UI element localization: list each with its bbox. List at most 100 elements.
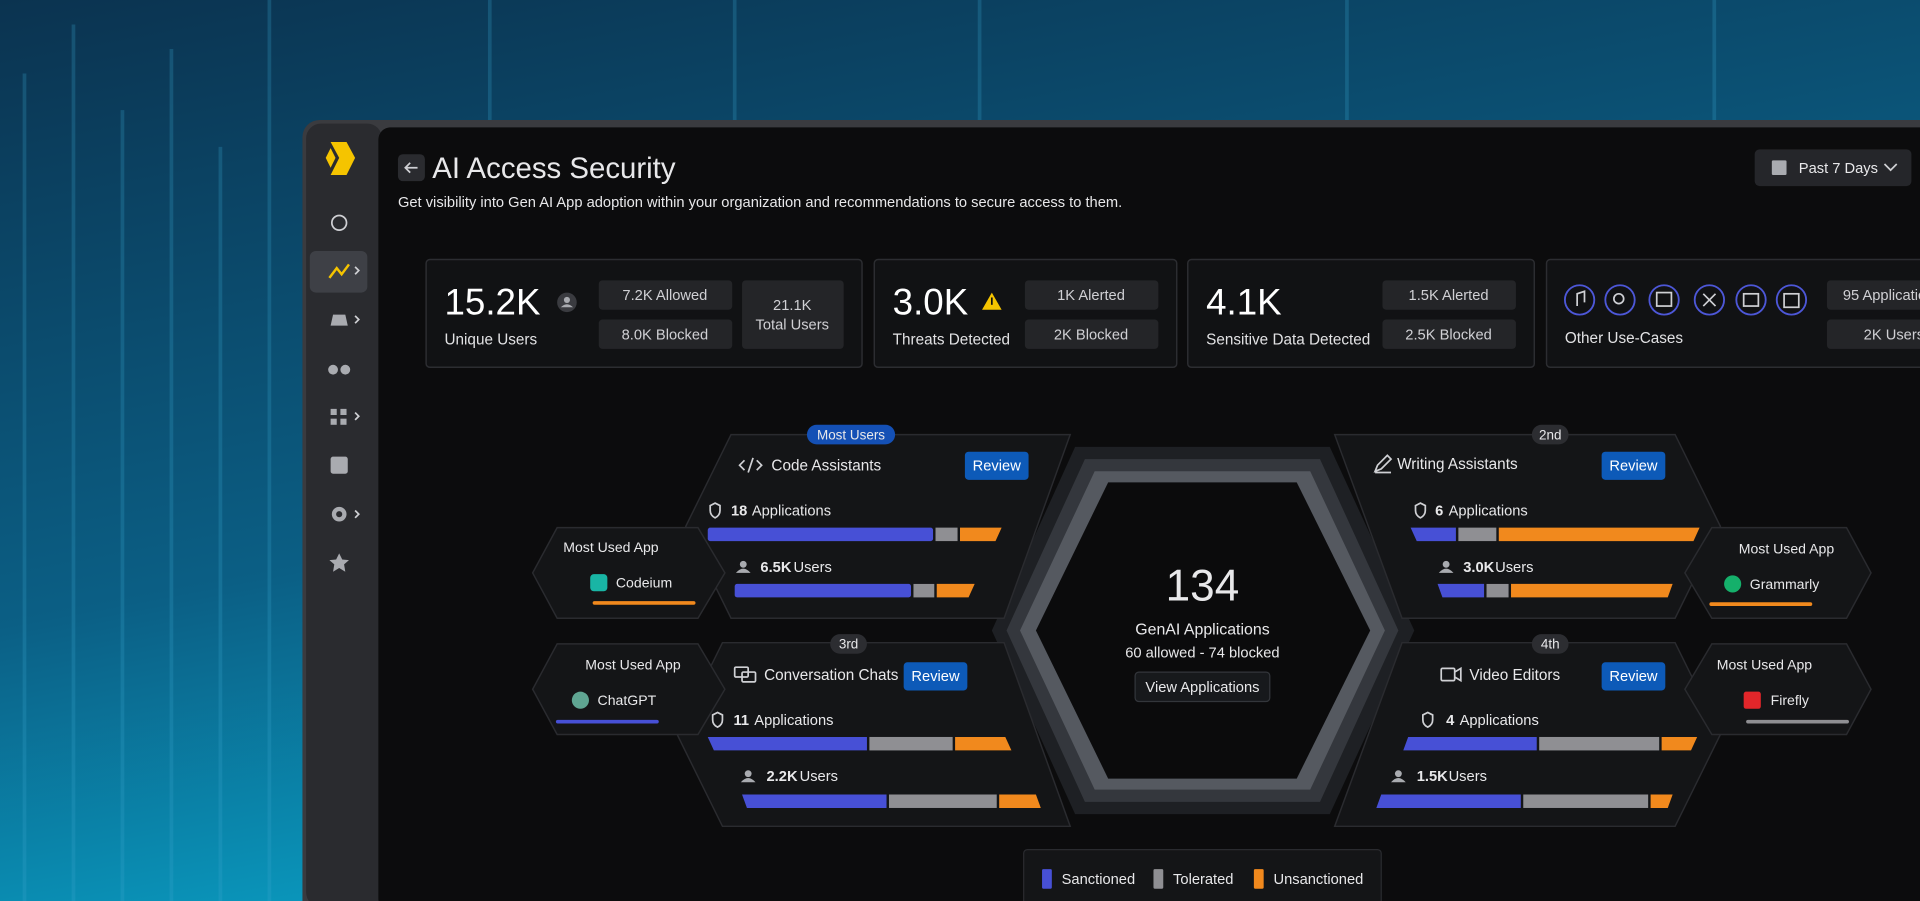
date-filter[interactable]: [1754, 149, 1912, 187]
stat-pill: [598, 280, 733, 310]
nav-icon[interactable]: [330, 456, 348, 474]
review-button-label: Review: [911, 669, 960, 685]
stat-detail: 1K Alerted: [1057, 288, 1125, 304]
app-underline: [555, 719, 659, 724]
bar-segment: [734, 583, 912, 598]
bar-segment: [707, 736, 867, 751]
app-count-label: Applications: [1460, 713, 1539, 729]
nav-icon[interactable]: [329, 553, 349, 572]
stat-detail: 8.0K Blocked: [622, 327, 709, 343]
nav-icon[interactable]: [330, 214, 348, 232]
stat-detail: 2K Blocked: [1054, 327, 1128, 343]
bar-segment: [955, 736, 1012, 751]
category-badge-label: 3rd: [839, 637, 858, 652]
bar-segment: [1661, 736, 1698, 751]
legend-swatch: [1042, 869, 1052, 889]
app-underline: [592, 601, 696, 605]
hex-inner: [1035, 482, 1371, 779]
app-underline: [1709, 602, 1813, 606]
user-count: 6.5K: [760, 560, 791, 576]
category-badge-label: 4th: [1541, 637, 1560, 652]
stat-value: 3.0K: [893, 282, 969, 323]
stat-pill: [742, 280, 844, 349]
bar-segment: [888, 794, 997, 808]
stat-pill: [598, 319, 733, 349]
app-count-label: Applications: [1449, 504, 1528, 520]
most-used-label: Most Used App: [1739, 540, 1835, 556]
review-button[interactable]: [1601, 662, 1666, 691]
bar-segment: [1498, 527, 1700, 542]
app-count: 18: [731, 504, 747, 520]
sidebar-icons: [309, 142, 368, 572]
logo[interactable]: [330, 142, 356, 176]
category-name: Code Assistants: [771, 457, 881, 474]
stat-label: Sensitive Data Detected: [1206, 331, 1370, 348]
category-name: Conversation Chats: [764, 667, 899, 684]
bar-segment: [1486, 583, 1509, 598]
nav-icon[interactable]: [330, 314, 348, 326]
review-button[interactable]: [964, 451, 1029, 480]
page-subtitle: Get visibility into Gen AI App adoption …: [398, 195, 1122, 211]
review-button[interactable]: [1601, 451, 1666, 480]
bar-segment: [936, 583, 975, 598]
app-count: 4: [1446, 713, 1455, 729]
user-count: 2.2K: [767, 769, 798, 785]
stat-detail: 2K Users: [1864, 327, 1920, 343]
bar-segment: [1539, 736, 1660, 751]
stat-detail: 1.5K Alerted: [1409, 288, 1489, 304]
stat-label: Threats Detected: [893, 331, 1010, 348]
app-count-label: Applications: [754, 713, 833, 729]
nav-icon[interactable]: [328, 364, 338, 375]
stat-total-label: Total Users: [756, 318, 829, 334]
date-filter-label: Past 7 Days: [1799, 161, 1878, 177]
stat-total-value: 21.1K: [773, 298, 812, 314]
user-count-label: Users: [1449, 769, 1487, 785]
app-underline: [1746, 719, 1849, 724]
most-used-panel: [531, 526, 726, 619]
bar-segment: [1403, 736, 1537, 751]
app-count: 11: [733, 713, 749, 729]
category-name: Video Editors: [1469, 667, 1560, 684]
legend-swatch: [1153, 869, 1164, 889]
most-used-app: Firefly: [1771, 692, 1809, 708]
user-count-label: Users: [1495, 560, 1533, 576]
most-used-label: Most Used App: [1717, 657, 1813, 673]
center-label: GenAI Applications: [1135, 622, 1269, 639]
category-panel: [684, 433, 1072, 619]
most-used-label: Most Used App: [563, 539, 659, 555]
stat-card: [1545, 258, 1920, 368]
most-used-panel: [531, 643, 726, 736]
bar-segment: [1458, 527, 1497, 542]
review-button[interactable]: [903, 662, 968, 691]
stat-pill: [1826, 280, 1920, 310]
stat-pill: [1382, 280, 1516, 310]
legend-label: Tolerated: [1173, 872, 1233, 888]
page-title: AI Access Security: [432, 152, 676, 185]
user-count: 3.0K: [1463, 560, 1494, 576]
category-badge: [1531, 424, 1569, 445]
stat-detail: 7.2K Allowed: [622, 288, 707, 304]
category-badge: [806, 424, 896, 445]
legend-label: Sanctioned: [1062, 872, 1136, 888]
bar-segment: [1376, 794, 1521, 808]
bar-segment: [742, 794, 887, 808]
view-applications-label: View Applications: [1145, 680, 1259, 696]
most-used-app: Grammarly: [1750, 576, 1820, 592]
stat-label: Unique Users: [444, 331, 537, 348]
stat-pill: [1024, 280, 1159, 310]
most-used-label: Most Used App: [585, 657, 681, 673]
stat-value: 15.2K: [444, 282, 540, 323]
review-button-label: Review: [973, 458, 1022, 474]
stat-pill: [1382, 319, 1516, 349]
bar-segment: [935, 527, 958, 542]
view-applications-button[interactable]: [1134, 671, 1271, 703]
background-lines: [22, 0, 1717, 901]
center-value: 134: [1166, 561, 1240, 610]
nav-icon[interactable]: [330, 408, 337, 415]
review-button-label: Review: [1609, 669, 1658, 685]
legend: [1023, 848, 1382, 901]
bar-segment: [1437, 583, 1485, 598]
most-used-app: ChatGPT: [598, 692, 657, 708]
stat-detail: 95 Applications: [1843, 288, 1920, 304]
